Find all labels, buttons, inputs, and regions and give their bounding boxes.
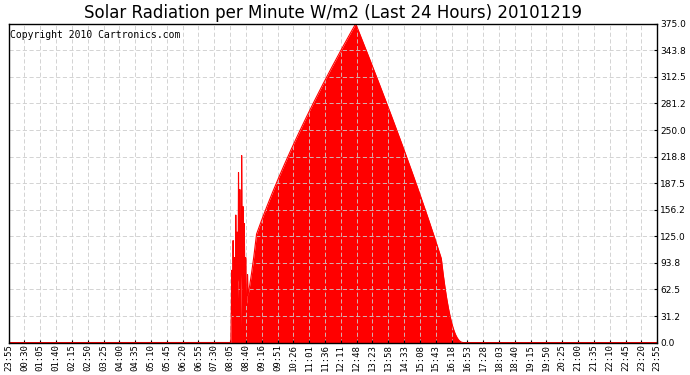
Text: Copyright 2010 Cartronics.com: Copyright 2010 Cartronics.com bbox=[10, 30, 180, 40]
Title: Solar Radiation per Minute W/m2 (Last 24 Hours) 20101219: Solar Radiation per Minute W/m2 (Last 24… bbox=[84, 4, 582, 22]
